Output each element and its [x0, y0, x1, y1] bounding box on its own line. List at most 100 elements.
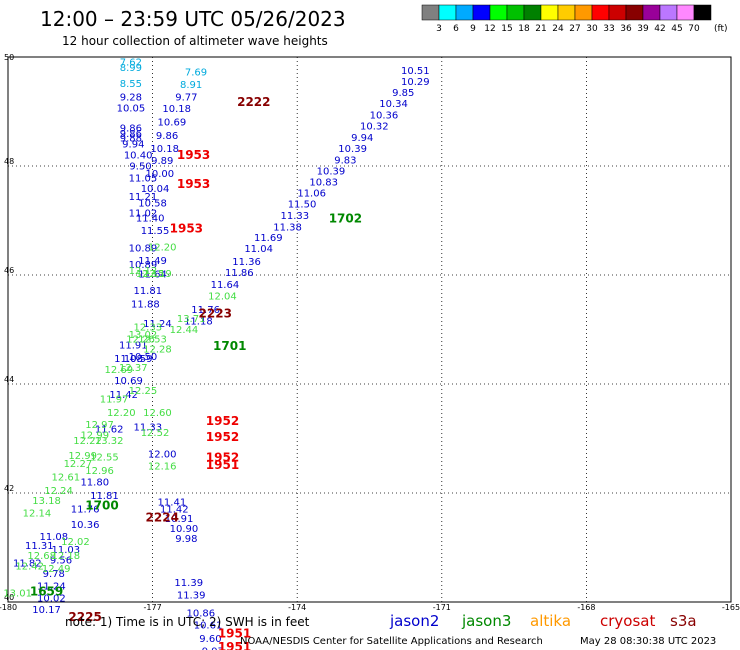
wave-height-value: 11.62 — [95, 425, 124, 436]
wave-height-value: 12.37 — [119, 363, 148, 374]
wave-height-value: 11.88 — [131, 300, 160, 311]
wave-height-value: 10.32 — [360, 121, 389, 132]
wave-height-value: 12.69 — [105, 365, 134, 376]
color-scale-label: 3 — [436, 24, 442, 34]
color-scale-label: 21 — [535, 24, 546, 34]
y-tick-label: 40 — [4, 593, 14, 602]
time-marker: 1702 — [329, 212, 362, 226]
wave-height-value: 11.76 — [71, 505, 100, 516]
wave-height-value: 10.36 — [71, 520, 100, 531]
color-scale-label: 27 — [569, 24, 580, 34]
wave-height-value: 11.06 — [297, 189, 326, 200]
wave-height-value: 12.68 — [27, 551, 56, 562]
data-points: 7.628.998.557.698.919.2810.059.869.869.8… — [3, 58, 429, 650]
time-marker: 1953 — [177, 177, 210, 191]
color-scale-label: 30 — [586, 24, 598, 34]
wave-height-value: 12.27 — [64, 459, 93, 470]
wave-height-value: 10.90 — [170, 524, 199, 535]
wave-height-value: 10.40 — [124, 150, 153, 161]
color-scale-label: 24 — [552, 24, 564, 34]
color-swatch — [693, 4, 712, 21]
x-tick-label: -171 — [433, 603, 451, 612]
legend-s3a: s3a — [670, 612, 697, 630]
color-swatch — [472, 4, 491, 21]
y-tick-label: 44 — [4, 375, 14, 384]
wave-height-value: 9.50 — [129, 161, 151, 172]
time-marker: 2223 — [199, 307, 232, 321]
color-scale-bar: 3 6 9 12 15 18 21 24 27 30 33 36 39 42 45 70 — [421, 4, 712, 34]
wave-height-value: 12.26 — [126, 335, 155, 346]
color-scale-label: 12 — [484, 24, 495, 34]
color-swatch — [557, 4, 576, 21]
footer-timestamp: May 28 08:30:38 UTC 2023 — [580, 636, 716, 647]
wave-height-value: 11.42 — [109, 390, 138, 401]
wave-height-value: 11.24 — [37, 581, 66, 592]
satellite-legend: jason2 jason3 altika cryosat s3a — [389, 612, 697, 630]
wave-height-value: 12.60 — [143, 408, 172, 419]
wave-height-value: 10.89 — [129, 260, 158, 271]
color-scale-unit: (ft) — [714, 24, 728, 34]
wave-height-value: 12.19 — [143, 269, 172, 280]
wave-height-value: 10.83 — [309, 178, 338, 189]
wave-height-value: 13.01 — [3, 589, 32, 600]
wave-height-value: 11.64 — [211, 280, 240, 291]
color-swatch — [421, 4, 440, 21]
legend-jason3: jason3 — [461, 612, 511, 630]
wave-height-value: 12.25 — [129, 386, 158, 397]
wave-height-value: 10.18 — [150, 144, 179, 155]
wave-height-value: 12.96 — [85, 466, 114, 477]
time-marker: 1700 — [85, 498, 118, 512]
wave-height-value: 10.86 — [186, 609, 215, 620]
wave-height-value: 11.08 — [39, 532, 68, 543]
color-swatch — [438, 4, 457, 21]
wave-height-value: 9.56 — [50, 555, 72, 566]
wave-height-value: 11.04 — [244, 244, 273, 255]
time-marker: 1952 — [206, 430, 239, 444]
wave-height-value: 9.98 — [175, 534, 197, 545]
wave-height-value: 13.02 — [129, 330, 158, 341]
wave-height-value: 11.40 — [136, 214, 165, 225]
wave-height-value: 10.69 — [158, 118, 187, 129]
wave-height-value: 13.18 — [32, 496, 61, 507]
time-marker: 2224 — [146, 510, 179, 524]
color-scale-label: 18 — [518, 24, 530, 34]
time-marker: 1952 — [206, 450, 239, 464]
x-tick-label: -180 — [0, 603, 17, 612]
legend-altika: altika — [530, 612, 571, 630]
wave-height-value: 11.24 — [143, 319, 172, 330]
color-swatch — [642, 4, 661, 21]
wave-height-value: 10.69 — [114, 376, 143, 387]
wave-height-value: 11.33 — [133, 422, 162, 433]
color-scale-label: 45 — [671, 24, 682, 34]
wave-height-value: 11.03 — [52, 545, 81, 556]
wave-height-value: 8.99 — [120, 63, 142, 74]
wave-height-value: 9.88 — [120, 133, 142, 144]
wave-height-value: 11.81 — [133, 286, 162, 297]
wave-height-value: 12.24 — [44, 486, 73, 497]
wave-height-value: 9.83 — [334, 155, 356, 166]
wave-height-value: 12.28 — [143, 344, 172, 355]
x-tick-label: -174 — [288, 603, 306, 612]
wave-height-value: 10.61 — [194, 621, 223, 632]
wave-height-value: 9.94 — [351, 133, 373, 144]
time-marker: 1701 — [213, 339, 246, 353]
wave-height-value: 9.60 — [199, 634, 221, 645]
color-swatch — [659, 4, 678, 21]
wave-height-value: 10.04 — [141, 184, 170, 195]
wave-height-value: 11.91 — [119, 341, 148, 352]
wave-height-value: 9.86 — [120, 124, 142, 135]
x-tick-label: -168 — [577, 603, 595, 612]
color-swatch — [591, 4, 610, 21]
chart-title: 12:00 – 23:59 UTC 05/26/2023 — [40, 7, 346, 31]
wave-height-value: 11.36 — [232, 257, 261, 268]
time-marker: 2222 — [237, 95, 270, 109]
x-tick-label: -165 — [722, 603, 740, 612]
wave-height-value: 12.22 — [73, 436, 102, 447]
wave-height-value: 11.39 — [174, 578, 203, 589]
wave-height-value: 11.33 — [280, 211, 309, 222]
chart-subtitle: 12 hour collection of altimeter wave hei… — [62, 34, 328, 48]
time-marker: 1951 — [218, 640, 251, 650]
wave-height-value: 11.81 — [90, 491, 119, 502]
time-marker: 1952 — [206, 414, 239, 428]
